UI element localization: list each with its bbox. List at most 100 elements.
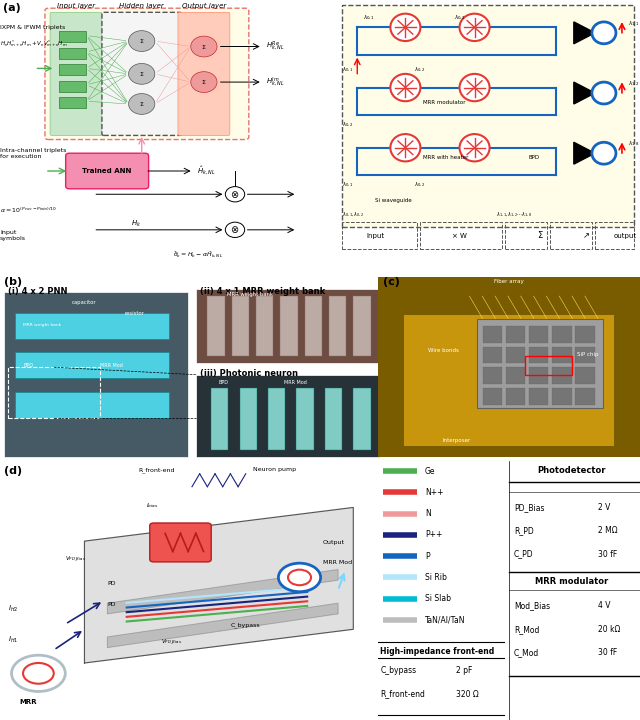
FancyBboxPatch shape: [404, 315, 614, 446]
Text: $H^{Re}_{k,NL}$: $H^{Re}_{k,NL}$: [266, 40, 285, 53]
Text: $\alpha = 10^{(P_{exec}-P_{train})/10}$: $\alpha = 10^{(P_{exec}-P_{train})/10}$: [0, 206, 57, 215]
Text: Si Rib: Si Rib: [425, 573, 447, 582]
Text: C_Mod: C_Mod: [514, 648, 540, 657]
Circle shape: [390, 74, 420, 102]
Text: Mod_Bias: Mod_Bias: [514, 601, 550, 611]
Text: $\Sigma$: $\Sigma$: [139, 37, 145, 45]
FancyBboxPatch shape: [45, 8, 249, 140]
FancyBboxPatch shape: [15, 313, 169, 339]
FancyBboxPatch shape: [59, 32, 86, 42]
FancyBboxPatch shape: [552, 367, 572, 384]
Circle shape: [225, 222, 244, 238]
Circle shape: [278, 563, 321, 592]
Text: $\otimes$: $\otimes$: [230, 189, 239, 199]
Text: $\lambda_{0,2}$: $\lambda_{0,2}$: [342, 120, 354, 129]
FancyBboxPatch shape: [59, 97, 86, 108]
Text: $\times$ W: $\times$ W: [451, 231, 468, 240]
Text: Si waveguide: Si waveguide: [375, 199, 412, 204]
Text: R_front-end: R_front-end: [138, 467, 175, 473]
Text: $\lambda_{0,1}$: $\lambda_{0,1}$: [342, 66, 354, 74]
Text: Ge: Ge: [425, 467, 435, 476]
FancyBboxPatch shape: [211, 388, 228, 449]
Text: N++: N++: [425, 488, 444, 497]
Circle shape: [460, 74, 490, 102]
Polygon shape: [574, 82, 595, 104]
Text: 30 fF: 30 fF: [598, 549, 617, 559]
FancyBboxPatch shape: [342, 6, 634, 227]
Text: $\otimes$: $\otimes$: [230, 225, 239, 235]
Text: $\hat{H}_{k,NL}$: $\hat{H}_{k,NL}$: [197, 165, 216, 177]
Circle shape: [191, 72, 217, 92]
FancyBboxPatch shape: [552, 388, 572, 405]
Text: $V_{PD\_Bias}$: $V_{PD\_Bias}$: [161, 637, 182, 646]
FancyBboxPatch shape: [305, 296, 322, 356]
Text: $\lambda_{1,8}$: $\lambda_{1,8}$: [628, 140, 640, 148]
FancyBboxPatch shape: [329, 296, 346, 356]
FancyBboxPatch shape: [483, 367, 502, 384]
Text: resistor: resistor: [124, 311, 145, 316]
Text: output: output: [613, 233, 637, 239]
Circle shape: [225, 186, 244, 202]
Text: R_Mod: R_Mod: [514, 625, 540, 634]
Text: (iii) Photonic neuron: (iii) Photonic neuron: [200, 369, 298, 378]
Circle shape: [129, 31, 155, 51]
Text: C_bypass: C_bypass: [380, 666, 417, 675]
FancyBboxPatch shape: [506, 367, 525, 384]
FancyBboxPatch shape: [150, 523, 211, 562]
FancyBboxPatch shape: [529, 388, 548, 405]
Text: BPD: BPD: [219, 380, 229, 385]
Text: Input: Input: [366, 233, 385, 239]
FancyBboxPatch shape: [353, 388, 371, 449]
Text: (b): (b): [4, 277, 22, 287]
Polygon shape: [574, 143, 595, 164]
Text: 20 kΩ: 20 kΩ: [598, 625, 620, 634]
FancyBboxPatch shape: [239, 388, 257, 449]
Circle shape: [129, 94, 155, 114]
Text: $\Sigma$: $\Sigma$: [139, 100, 145, 108]
FancyBboxPatch shape: [529, 346, 548, 364]
Circle shape: [129, 63, 155, 84]
FancyBboxPatch shape: [280, 296, 298, 356]
FancyBboxPatch shape: [296, 388, 314, 449]
Text: (ii) 4 x 1 MRR weight bank: (ii) 4 x 1 MRR weight bank: [200, 287, 325, 296]
Text: C_bypass: C_bypass: [230, 623, 260, 629]
Text: BPD: BPD: [529, 155, 540, 160]
Polygon shape: [108, 603, 338, 647]
FancyBboxPatch shape: [483, 346, 502, 364]
FancyBboxPatch shape: [506, 346, 525, 364]
Text: MRR Mod: MRR Mod: [100, 363, 123, 368]
Text: (i) 4 x 2 PNN: (i) 4 x 2 PNN: [8, 287, 67, 296]
Circle shape: [592, 143, 616, 164]
Text: $\lambda_{0,1},\lambda_{0,2}$: $\lambda_{0,1},\lambda_{0,2}$: [342, 211, 365, 219]
Text: $\lambda_{0,2}$: $\lambda_{0,2}$: [454, 14, 465, 22]
Text: $\lambda_{0,1}$: $\lambda_{0,1}$: [364, 14, 375, 22]
FancyBboxPatch shape: [529, 367, 548, 384]
Text: $\hat{\theta}_k = H_k - \alpha \hat{H}_{k,NL}$: $\hat{\theta}_k = H_k - \alpha \hat{H}_{…: [173, 249, 223, 259]
FancyBboxPatch shape: [59, 48, 86, 59]
FancyBboxPatch shape: [575, 326, 595, 343]
Text: P++: P++: [425, 531, 442, 539]
Text: $I_{H2}$: $I_{H2}$: [8, 604, 18, 614]
Text: Hidden layer: Hidden layer: [119, 3, 164, 9]
Text: (c): (c): [383, 277, 400, 287]
Text: Output: Output: [323, 540, 344, 545]
Text: $\lambda_{0,1}$: $\lambda_{0,1}$: [342, 181, 354, 189]
Circle shape: [592, 22, 616, 44]
Text: $\lambda_{1,1},\lambda_{1,2}\cdots\lambda_{1,8}$: $\lambda_{1,1},\lambda_{1,2}\cdots\lambd…: [495, 211, 532, 219]
Text: 2 V: 2 V: [598, 503, 611, 512]
FancyBboxPatch shape: [529, 326, 548, 343]
FancyBboxPatch shape: [552, 326, 572, 343]
Text: (d): (d): [4, 466, 22, 476]
Text: $I_{H1}$: $I_{H1}$: [8, 635, 18, 645]
FancyBboxPatch shape: [66, 153, 148, 189]
Text: $H_k$: $H_k$: [131, 220, 141, 230]
FancyBboxPatch shape: [4, 292, 188, 457]
FancyBboxPatch shape: [575, 346, 595, 364]
FancyBboxPatch shape: [575, 388, 595, 405]
Circle shape: [592, 82, 616, 104]
Text: SiP chip: SiP chip: [577, 352, 598, 357]
Text: IXPM & IFWM triplets: IXPM & IFWM triplets: [0, 25, 65, 30]
Text: Output layer: Output layer: [182, 3, 226, 9]
Text: N: N: [425, 509, 431, 518]
Text: $V_{PD\_Bias}$: $V_{PD\_Bias}$: [65, 554, 86, 563]
